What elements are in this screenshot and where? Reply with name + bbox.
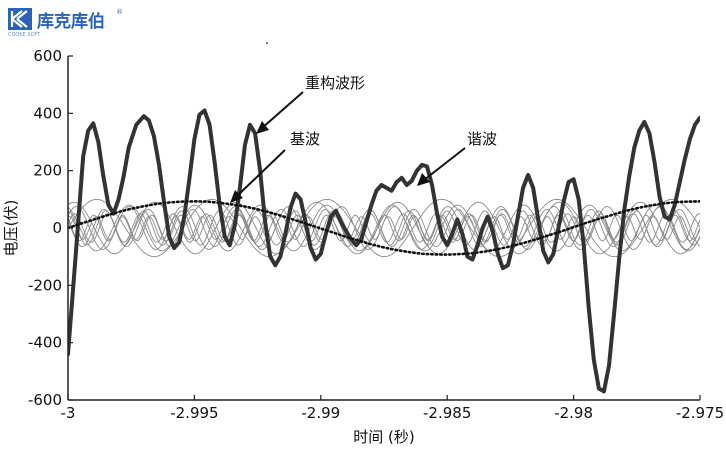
stray-mark bbox=[266, 42, 268, 44]
annotation-arrowhead bbox=[256, 121, 269, 134]
logo-subtext: COOKE SOFT bbox=[8, 32, 41, 38]
y-tick-label: -400 bbox=[28, 334, 62, 352]
y-tick-label: -200 bbox=[28, 276, 62, 294]
harmonic-line-3 bbox=[68, 204, 700, 252]
logo: 库克库伯 ® COOKE SOFT bbox=[8, 8, 123, 38]
annotation-arrowhead bbox=[417, 173, 430, 186]
harmonic-line-2 bbox=[68, 201, 700, 255]
y-axis-ticks: 600 400 200 0 -200 -400 -600 bbox=[28, 47, 73, 409]
x-tick-label: -2.975 bbox=[676, 404, 724, 422]
annotation-label: 谐波 bbox=[467, 130, 497, 148]
x-tick-label: -2.98 bbox=[554, 404, 593, 422]
x-tick-label: -2.995 bbox=[170, 404, 218, 422]
x-tick-label: -2.99 bbox=[301, 404, 340, 422]
harmonic-line-9 bbox=[68, 216, 700, 240]
harmonics-series-group bbox=[68, 198, 700, 258]
harmonic-line-4 bbox=[68, 206, 700, 250]
series-group bbox=[68, 108, 700, 394]
logo-icon-glyph bbox=[10, 10, 28, 28]
fundamental-line bbox=[68, 200, 700, 256]
y-tick-label: 0 bbox=[52, 219, 62, 237]
reconstructed-waveform-line bbox=[68, 108, 700, 394]
x-axis-title: 时间 (秒) bbox=[353, 428, 414, 446]
y-tick-label: 400 bbox=[33, 104, 62, 122]
logo-text: 库克库伯 bbox=[37, 11, 105, 32]
x-axis-ticks: -3 -2.995 -2.99 -2.985 -2.98 -2.975 bbox=[61, 395, 724, 422]
annotation-arrow-line bbox=[261, 91, 304, 129]
annotation-reconstructed: 重构波形 bbox=[256, 74, 365, 134]
logo-icon bbox=[8, 8, 32, 30]
x-tick-label: -2.985 bbox=[423, 404, 471, 422]
y-tick-label: -600 bbox=[28, 391, 62, 409]
y-tick-label: 600 bbox=[33, 47, 62, 65]
annotation-arrow-line bbox=[235, 149, 286, 198]
harmonic-line-7 bbox=[68, 213, 700, 243]
annotation-label: 重构波形 bbox=[305, 74, 365, 92]
annotation-label: 基波 bbox=[290, 130, 320, 148]
plot-axes bbox=[67, 56, 700, 401]
y-axis-title: 电压(伏) bbox=[2, 200, 20, 257]
harmonic-line-6 bbox=[68, 210, 700, 246]
x-tick-label: -3 bbox=[61, 404, 76, 422]
annotation-arrow-line bbox=[423, 147, 466, 181]
y-tick-label: 200 bbox=[33, 162, 62, 180]
annotation-arrowhead bbox=[230, 190, 243, 203]
annotation-harmonics: 谐波 bbox=[417, 130, 497, 186]
annotation-fundamental: 基波 bbox=[230, 130, 320, 203]
logo-registered-mark: ® bbox=[116, 8, 123, 16]
